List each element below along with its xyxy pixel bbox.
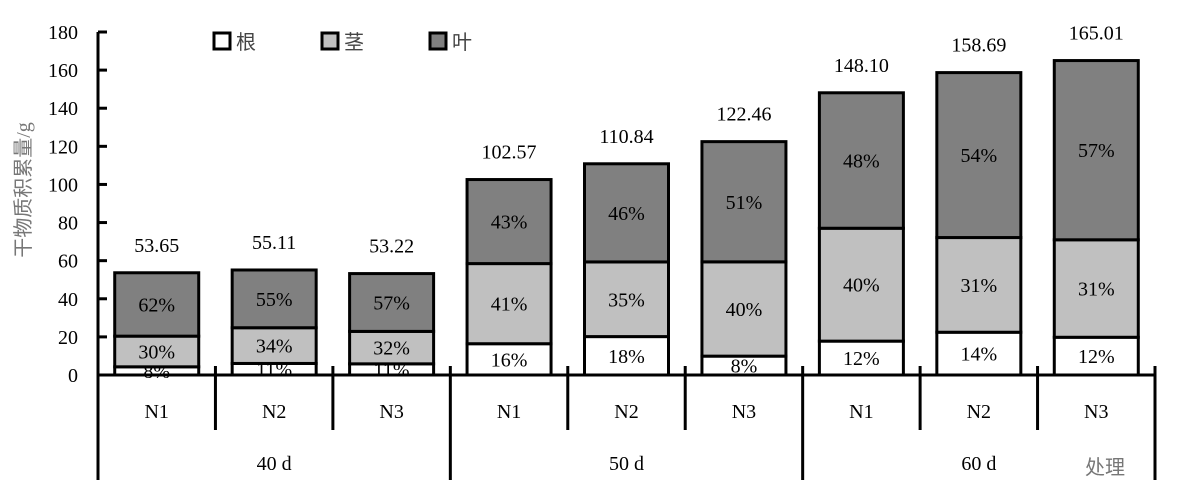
y-tick-label: 20 bbox=[58, 327, 78, 349]
category-label: N1 bbox=[497, 401, 521, 423]
y-tick-label: 160 bbox=[48, 60, 78, 82]
bar-segment-stem bbox=[113, 334, 201, 369]
segment-percent-label: 48% bbox=[843, 151, 880, 173]
segment-percent-label: 34% bbox=[256, 336, 293, 358]
x-axis-label: 处理 bbox=[1085, 456, 1125, 479]
segment-percent-label: 41% bbox=[491, 294, 528, 316]
category-label: N3 bbox=[1084, 401, 1108, 423]
y-tick-label: 60 bbox=[58, 251, 78, 273]
total-value-label: 53.65 bbox=[134, 235, 179, 257]
bar-segment-leaf bbox=[230, 268, 318, 330]
total-value-label: 55.11 bbox=[252, 232, 296, 254]
category-label: N1 bbox=[144, 401, 168, 423]
legend-swatch bbox=[212, 31, 232, 51]
y-tick-label: 40 bbox=[58, 289, 78, 311]
y-axis-label: 干物质积累量/g bbox=[12, 122, 35, 258]
y-tick-label: 180 bbox=[48, 22, 78, 44]
bar-segment-leaf bbox=[935, 71, 1023, 240]
bars: 8%30%62%53.6511%34%55%55.1111%32%57%53.2… bbox=[113, 23, 1140, 383]
category-label: N2 bbox=[967, 401, 991, 423]
total-value-label: 102.57 bbox=[482, 142, 537, 164]
segment-percent-label: 55% bbox=[256, 289, 293, 311]
legend-swatch bbox=[428, 31, 448, 51]
segment-percent-label: 43% bbox=[491, 212, 528, 234]
total-value-label: 165.01 bbox=[1069, 23, 1124, 45]
total-value-label: 53.22 bbox=[369, 236, 414, 258]
total-value-label: 148.10 bbox=[834, 55, 889, 77]
segment-percent-label: 54% bbox=[960, 145, 997, 167]
bar-segment-root bbox=[935, 330, 1023, 377]
segment-percent-label: 31% bbox=[960, 275, 997, 297]
legend-label: 根 bbox=[236, 31, 256, 54]
bar-segment-leaf bbox=[113, 271, 201, 338]
category-label: N1 bbox=[849, 401, 873, 423]
segment-percent-label: 18% bbox=[608, 346, 645, 368]
y-tick-label: 100 bbox=[48, 174, 78, 196]
category-label: N2 bbox=[614, 401, 638, 423]
segment-percent-label: 31% bbox=[1078, 279, 1115, 301]
segment-percent-label: 57% bbox=[1078, 140, 1115, 162]
total-value-label: 110.84 bbox=[599, 126, 653, 148]
bar-segment-leaf bbox=[348, 272, 436, 333]
segment-percent-label: 62% bbox=[138, 294, 175, 316]
bar-segment-leaf bbox=[465, 178, 553, 266]
y-tick-label: 120 bbox=[48, 136, 78, 158]
total-value-label: 122.46 bbox=[716, 104, 771, 126]
segment-percent-label: 57% bbox=[373, 292, 410, 314]
bar-segment-root bbox=[583, 335, 670, 377]
category-label: N3 bbox=[379, 401, 403, 423]
bar-segment-leaf bbox=[583, 162, 670, 264]
segment-percent-label: 46% bbox=[608, 203, 645, 225]
legend-label: 叶 bbox=[452, 31, 472, 54]
legend: 根茎叶 bbox=[212, 31, 472, 54]
legend-swatch bbox=[320, 31, 340, 51]
category-label: N3 bbox=[732, 401, 756, 423]
segment-percent-label: 16% bbox=[491, 349, 528, 371]
segment-percent-label: 12% bbox=[843, 348, 880, 370]
bar-segment-stem bbox=[230, 326, 318, 365]
group-label: 50 d bbox=[609, 453, 644, 475]
bar-segment-leaf bbox=[700, 140, 788, 264]
segment-percent-label: 35% bbox=[608, 289, 645, 311]
bar-segment-leaf bbox=[817, 91, 905, 230]
segment-percent-label: 8% bbox=[731, 356, 758, 378]
segment-percent-label: 12% bbox=[1078, 346, 1115, 368]
legend-label: 茎 bbox=[344, 31, 364, 54]
group-label: 60 d bbox=[961, 453, 996, 475]
y-tick-label: 140 bbox=[48, 98, 78, 120]
segment-percent-label: 40% bbox=[843, 275, 880, 297]
y-tick-label: 80 bbox=[58, 213, 78, 235]
bar-segment-stem bbox=[935, 236, 1023, 334]
bar-segment-stem bbox=[700, 260, 788, 358]
group-label: 40 d bbox=[257, 453, 292, 475]
category-label: N2 bbox=[262, 401, 286, 423]
bar-segment-stem bbox=[817, 226, 905, 343]
segment-percent-label: 40% bbox=[726, 299, 763, 321]
y-tick-label: 0 bbox=[68, 365, 78, 387]
segment-percent-label: 30% bbox=[138, 341, 175, 363]
segment-percent-label: 14% bbox=[960, 344, 997, 366]
bar-segment-leaf bbox=[1052, 59, 1140, 242]
bar-segment-stem bbox=[1052, 238, 1140, 339]
total-value-label: 158.69 bbox=[951, 35, 1006, 57]
segment-percent-label: 32% bbox=[373, 338, 410, 360]
segment-percent-label: 51% bbox=[726, 192, 763, 214]
